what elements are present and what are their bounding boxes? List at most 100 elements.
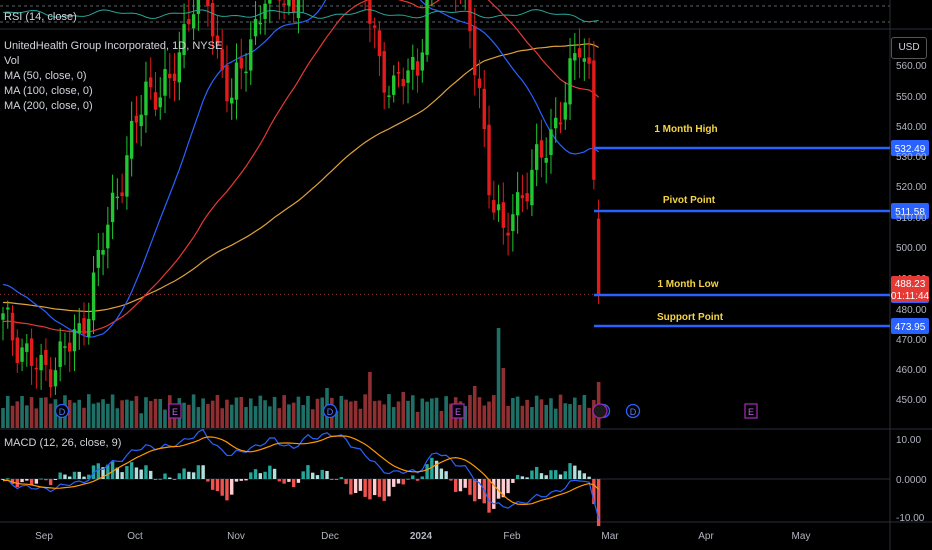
macd-tick: 10.00 (896, 435, 921, 446)
currency-button[interactable]: USD (891, 37, 927, 59)
volume-bar (220, 408, 224, 428)
volume-bar (534, 395, 539, 428)
macd-histogram-bar (187, 471, 191, 479)
macd-tick: 0.0000 (896, 475, 927, 486)
volume-bar (477, 397, 482, 428)
macd-histogram-bar (34, 479, 39, 484)
volume-bar (296, 396, 301, 428)
volume-bar (48, 403, 53, 428)
macd-histogram-bar (139, 469, 143, 479)
price-tick: 450.00 (896, 395, 927, 406)
ma100-legend[interactable]: MA (100, close, 0) (4, 85, 93, 97)
volume-bar (549, 398, 553, 428)
macd-histogram-bar (554, 470, 558, 479)
level-label: Pivot Point (663, 195, 716, 206)
candle-body (82, 318, 86, 335)
candle-body (234, 62, 239, 100)
volume-bar (387, 394, 391, 428)
price-tick: 470.00 (896, 335, 927, 346)
event-letter: D (59, 407, 66, 417)
volume-bar (563, 403, 568, 428)
volume-bar (139, 413, 143, 428)
macd-histogram-bar (53, 479, 58, 480)
candle-body (1, 313, 5, 320)
macd-histogram-bar (563, 471, 567, 479)
volume-bar (201, 398, 205, 428)
volume-bar (515, 396, 520, 428)
time-tick: Mar (601, 531, 619, 542)
volume-bar (334, 410, 339, 428)
volume-bar (206, 404, 210, 428)
macd-histogram-bar (358, 479, 363, 491)
symbol-title[interactable]: UnitedHealth Group Incorporated, 1D, NYS… (4, 40, 223, 52)
macd-histogram-bar (468, 479, 472, 495)
volume-bar (349, 401, 353, 428)
candle-body (596, 218, 601, 295)
macd-label[interactable]: MACD (12, 26, close, 9) (4, 437, 122, 449)
macd-histogram-bar (206, 479, 210, 482)
macd-histogram-bar (287, 479, 291, 482)
macd-histogram-bar (415, 479, 420, 481)
volume-bar (15, 401, 20, 428)
dividend-event-icon[interactable] (54, 403, 70, 419)
dividend-event-icon[interactable] (625, 403, 641, 419)
volume-bar (530, 407, 534, 428)
candle-body (554, 117, 558, 129)
macd-histogram-bar (515, 474, 520, 479)
candle-body (6, 307, 10, 310)
candle-body (15, 337, 19, 363)
macd-histogram-bar (544, 475, 548, 479)
candle-body (196, 0, 201, 14)
dividend-event-icon[interactable] (322, 403, 338, 419)
macd-histogram-bar (220, 479, 224, 496)
macd-histogram-bar (539, 473, 544, 479)
volume-bar (196, 407, 201, 428)
volume-bar (258, 395, 263, 428)
macd-histogram-bar (325, 470, 329, 479)
rsi-line (2, 9, 599, 23)
volume-bar (353, 400, 358, 428)
volume-bar (482, 405, 487, 428)
earnings-event-icon[interactable] (451, 403, 465, 419)
macd-histogram-bar (125, 466, 129, 479)
macd-histogram-bar (387, 479, 391, 497)
volume-bar (248, 398, 253, 428)
earnings-event-icon[interactable] (744, 403, 758, 419)
volume-bar (58, 409, 62, 428)
volume-bar (315, 398, 320, 428)
ma50-legend[interactable]: MA (50, close, 0) (4, 70, 87, 82)
candle-body (525, 193, 529, 202)
price-tick: 550.00 (896, 92, 927, 103)
macd-histogram-bar (330, 479, 334, 480)
candle-body (220, 49, 224, 70)
volume-bar (310, 409, 315, 428)
macd-histogram-bar (58, 472, 62, 479)
volume-bar (425, 401, 429, 428)
macd-histogram-bar (534, 466, 539, 479)
macd-histogram-bar (249, 472, 253, 479)
volume-bar (449, 403, 453, 428)
candle-body (101, 250, 105, 255)
volume-legend[interactable]: Vol (4, 55, 20, 67)
volume-bar (134, 396, 139, 428)
volume-bar (153, 398, 158, 428)
ma200-legend[interactable]: MA (200, close, 0) (4, 100, 93, 112)
volume-bar (468, 394, 472, 428)
macd-histogram-bar (439, 468, 444, 479)
volume-bar (253, 406, 258, 428)
candle-body (168, 73, 172, 79)
candle-body (406, 70, 410, 83)
candle-body (477, 78, 482, 88)
macd-histogram-bar (101, 467, 105, 479)
split-event-icon[interactable] (592, 403, 608, 419)
candle-body (549, 129, 553, 156)
volume-bar (487, 401, 491, 428)
earnings-event-icon[interactable] (168, 403, 182, 419)
volume-bar (277, 408, 282, 428)
volume-bar (306, 395, 310, 428)
macd-histogram-bar (191, 472, 196, 479)
volume-bar (491, 395, 496, 428)
candle-body (296, 0, 301, 19)
time-tick: Feb (503, 531, 521, 542)
